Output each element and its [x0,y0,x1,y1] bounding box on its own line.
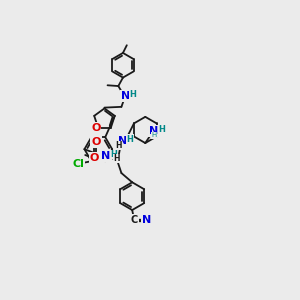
Text: H: H [151,132,156,138]
Text: O: O [91,137,101,147]
Text: C: C [131,215,138,225]
Text: Cl: Cl [72,158,84,169]
Text: N: N [121,91,130,101]
Text: H: H [115,141,122,150]
Text: O: O [90,153,99,163]
Text: H: H [158,125,165,134]
Text: H: H [130,90,136,99]
Text: H: H [113,154,120,163]
Text: N: N [118,136,127,146]
Text: N: N [142,215,152,225]
Text: O: O [91,123,101,133]
Text: H: H [110,150,117,159]
Text: N: N [149,126,158,136]
Text: H: H [126,135,133,144]
Text: N: N [101,151,111,161]
